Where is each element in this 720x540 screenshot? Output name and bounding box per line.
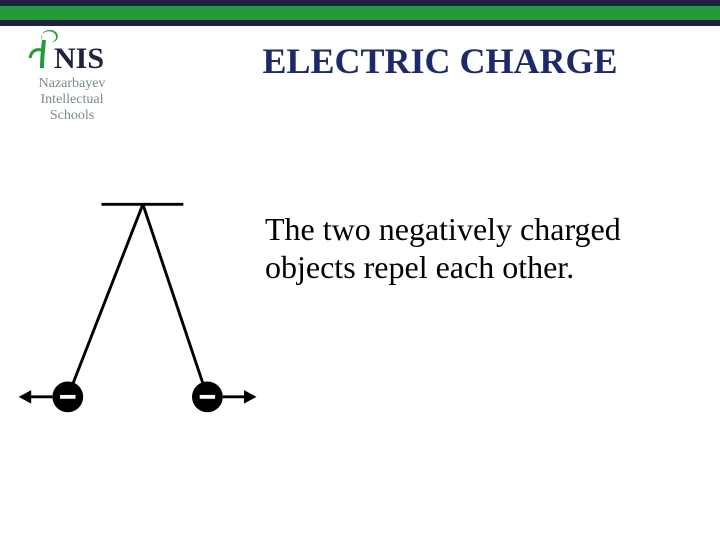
diagram-left-minus-icon — [60, 395, 75, 399]
slide-title: ELECTRIC CHARGE — [180, 40, 700, 82]
repulsion-diagram — [10, 185, 270, 445]
nis-logo: NIS Nazarbayev Intellectual Schools — [12, 28, 132, 124]
slide: NIS Nazarbayev Intellectual Schools ELEC… — [0, 0, 720, 540]
nis-logo-icon: NIS — [22, 28, 122, 74]
diagram-right-arrow-head-icon — [244, 390, 257, 403]
logo-line1: Nazarbayev — [12, 76, 132, 92]
body-text: The two negatively charged objects repel… — [265, 210, 695, 287]
diagram-left-arrow-head-icon — [19, 390, 32, 403]
header-bar-3 — [0, 20, 720, 26]
logo-line2: Intellectual — [12, 92, 132, 108]
logo-line3: Schools — [12, 108, 132, 124]
header-bar-2 — [0, 6, 720, 20]
logo-letters: NIS — [54, 42, 104, 74]
diagram-right-minus-icon — [200, 395, 215, 399]
diagram-left-string — [68, 204, 143, 397]
diagram-right-string — [143, 204, 208, 397]
